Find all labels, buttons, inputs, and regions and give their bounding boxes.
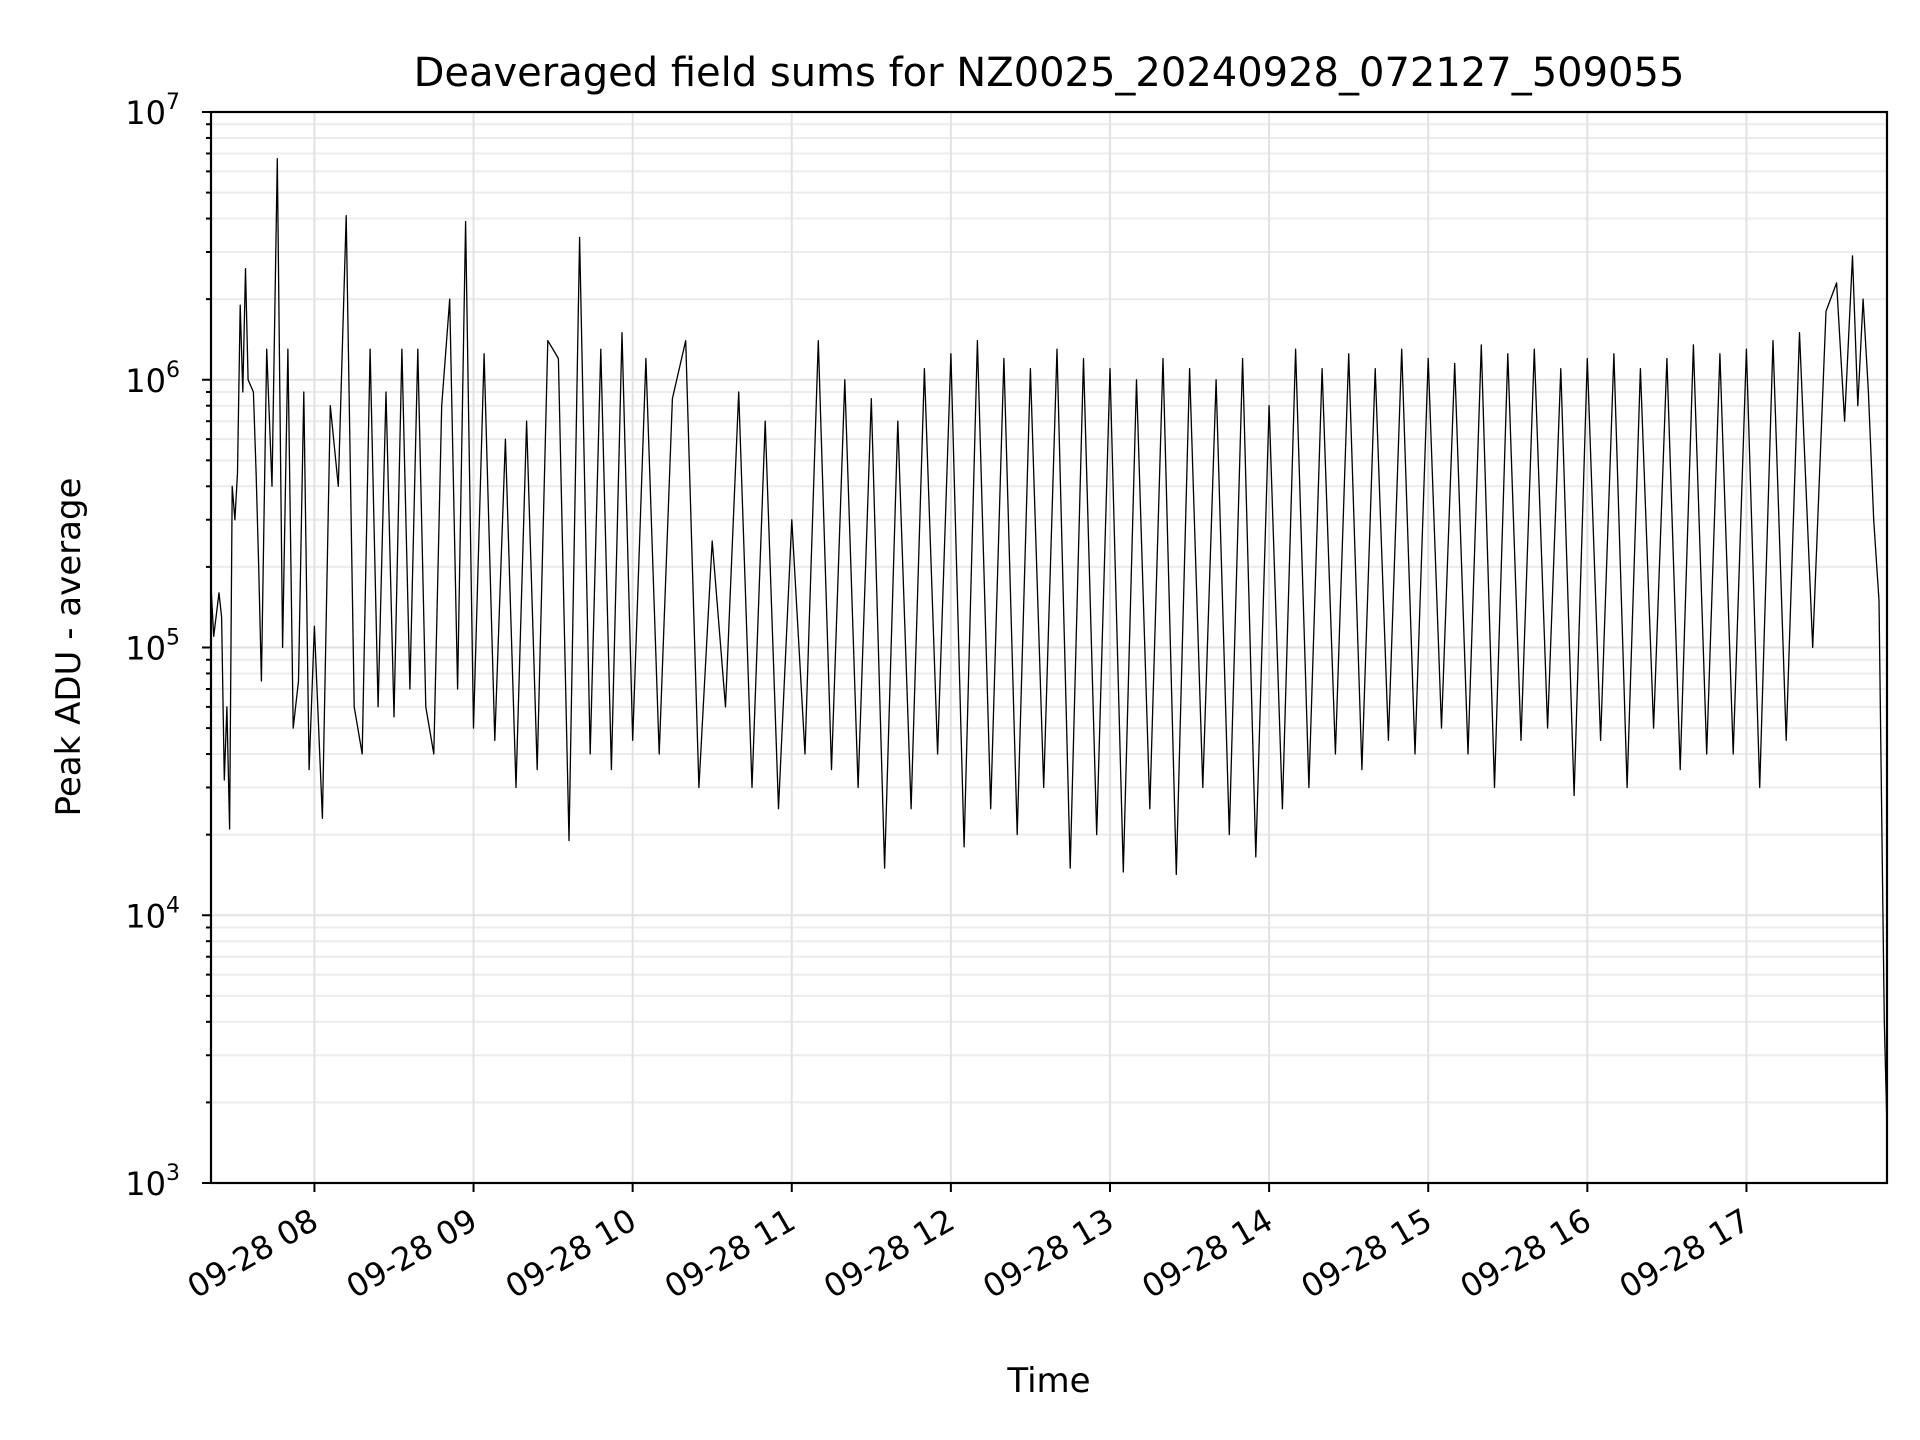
y-axis-label: Peak ADU - average <box>49 478 89 817</box>
series-line <box>210 157 1888 1129</box>
x-tick-label: 09-28 12 <box>817 1201 961 1306</box>
x-tick-label: 09-28 17 <box>1613 1201 1757 1306</box>
chart-title: Deaveraged field sums for NZ0025_2024092… <box>414 50 1685 96</box>
x-axis: 09-28 08 09-28 09 09-28 10 09-28 11 09-28 12… <box>181 1183 1757 1306</box>
y-tick-label: 104 <box>125 893 180 935</box>
y-tick-base: 10 <box>125 897 166 935</box>
y-tick-exponent: 5 <box>166 626 180 651</box>
y-tick-base: 10 <box>125 362 166 400</box>
y-tick-base: 10 <box>125 630 166 668</box>
y-tick-base: 10 <box>125 1165 166 1203</box>
y-tick-exponent: 7 <box>166 90 180 115</box>
series-layer <box>210 157 1888 1129</box>
x-tick-label: 09-28 16 <box>1454 1201 1598 1306</box>
x-tick-label: 09-28 15 <box>1295 1201 1439 1306</box>
x-tick-label: 09-28 11 <box>658 1201 802 1306</box>
y-tick-exponent: 3 <box>166 1161 180 1186</box>
x-tick-label: 09-28 09 <box>340 1201 484 1306</box>
x-tick-label: 09-28 13 <box>976 1201 1120 1306</box>
y-tick-label: 107 <box>125 90 180 132</box>
x-tick-label: 09-28 08 <box>181 1201 325 1306</box>
y-tick-exponent: 4 <box>166 893 180 918</box>
y-tick-base: 10 <box>125 94 166 132</box>
x-tick-label: 09-28 10 <box>499 1201 643 1306</box>
y-tick-label: 105 <box>125 626 180 668</box>
x-tick-label: 09-28 14 <box>1136 1201 1280 1306</box>
grid-layer <box>211 111 1887 1184</box>
x-axis-label: Time <box>1006 1361 1090 1401</box>
y-tick-label: 103 <box>125 1161 180 1203</box>
y-tick-label: 106 <box>125 358 180 400</box>
y-tick-exponent: 6 <box>166 358 180 383</box>
